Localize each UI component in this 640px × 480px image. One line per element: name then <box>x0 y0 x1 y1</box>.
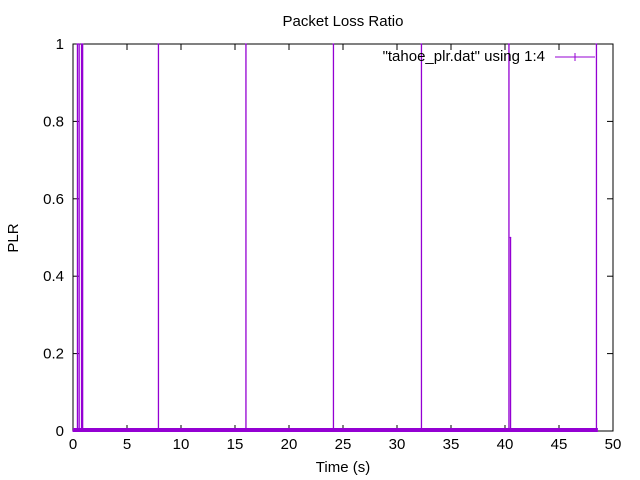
x-tick-labels: 0 5 10 15 20 25 30 35 40 45 50 <box>69 436 622 453</box>
data-point <box>78 430 81 432</box>
data-point <box>420 43 423 45</box>
legend-label: "tahoe_plr.dat" using 1:4 <box>383 48 545 65</box>
x-tick-label: 50 <box>605 436 622 453</box>
chart-title: Packet Loss Ratio <box>283 13 404 30</box>
data-point <box>509 430 512 432</box>
y-tick-label: 0.8 <box>43 113 64 130</box>
x-tick-label: 30 <box>389 436 406 453</box>
x-tick-label: 15 <box>227 436 244 453</box>
y-tick-label: 1 <box>56 36 64 53</box>
x-tick-label: 35 <box>443 436 460 453</box>
data-point <box>245 430 247 432</box>
x-tick-label: 10 <box>173 436 190 453</box>
data-point <box>72 430 74 432</box>
x-tick-label: 45 <box>551 436 568 453</box>
x-tick-label: 5 <box>123 436 131 453</box>
x-tick-label: 0 <box>69 436 77 453</box>
x-tick-label: 20 <box>281 436 298 453</box>
data-point <box>76 43 79 45</box>
x-tick-label: 40 <box>497 436 514 453</box>
data-point <box>76 430 79 432</box>
data-point <box>507 43 510 45</box>
y-tick-label: 0 <box>56 423 64 440</box>
legend: "tahoe_plr.dat" using 1:4 <box>383 48 595 65</box>
data-point <box>420 430 423 432</box>
data-point <box>595 43 598 45</box>
data-point <box>332 430 335 432</box>
x-axis-label: Time (s) <box>316 459 370 476</box>
data-point <box>82 430 84 432</box>
x-tick-label: 25 <box>335 436 352 453</box>
data-point <box>157 43 160 45</box>
series-layer <box>72 43 598 432</box>
data-point <box>595 430 598 432</box>
y-tick-labels: 0 0.2 0.4 0.6 0.8 1 <box>43 36 64 440</box>
y-tick-label: 0.6 <box>43 191 64 208</box>
data-point <box>332 43 335 45</box>
data-point <box>509 236 512 239</box>
y-axis-label: PLR <box>5 223 22 252</box>
data-point <box>157 430 160 432</box>
data-point <box>245 43 247 45</box>
plot-frame <box>72 43 614 432</box>
tick-marks <box>72 43 614 432</box>
series-line-0 <box>73 43 598 432</box>
y-tick-label: 0.2 <box>43 346 64 363</box>
data-point <box>508 430 510 432</box>
data-point <box>81 43 84 45</box>
data-point <box>78 43 80 45</box>
y-tick-label: 0.4 <box>43 268 64 285</box>
